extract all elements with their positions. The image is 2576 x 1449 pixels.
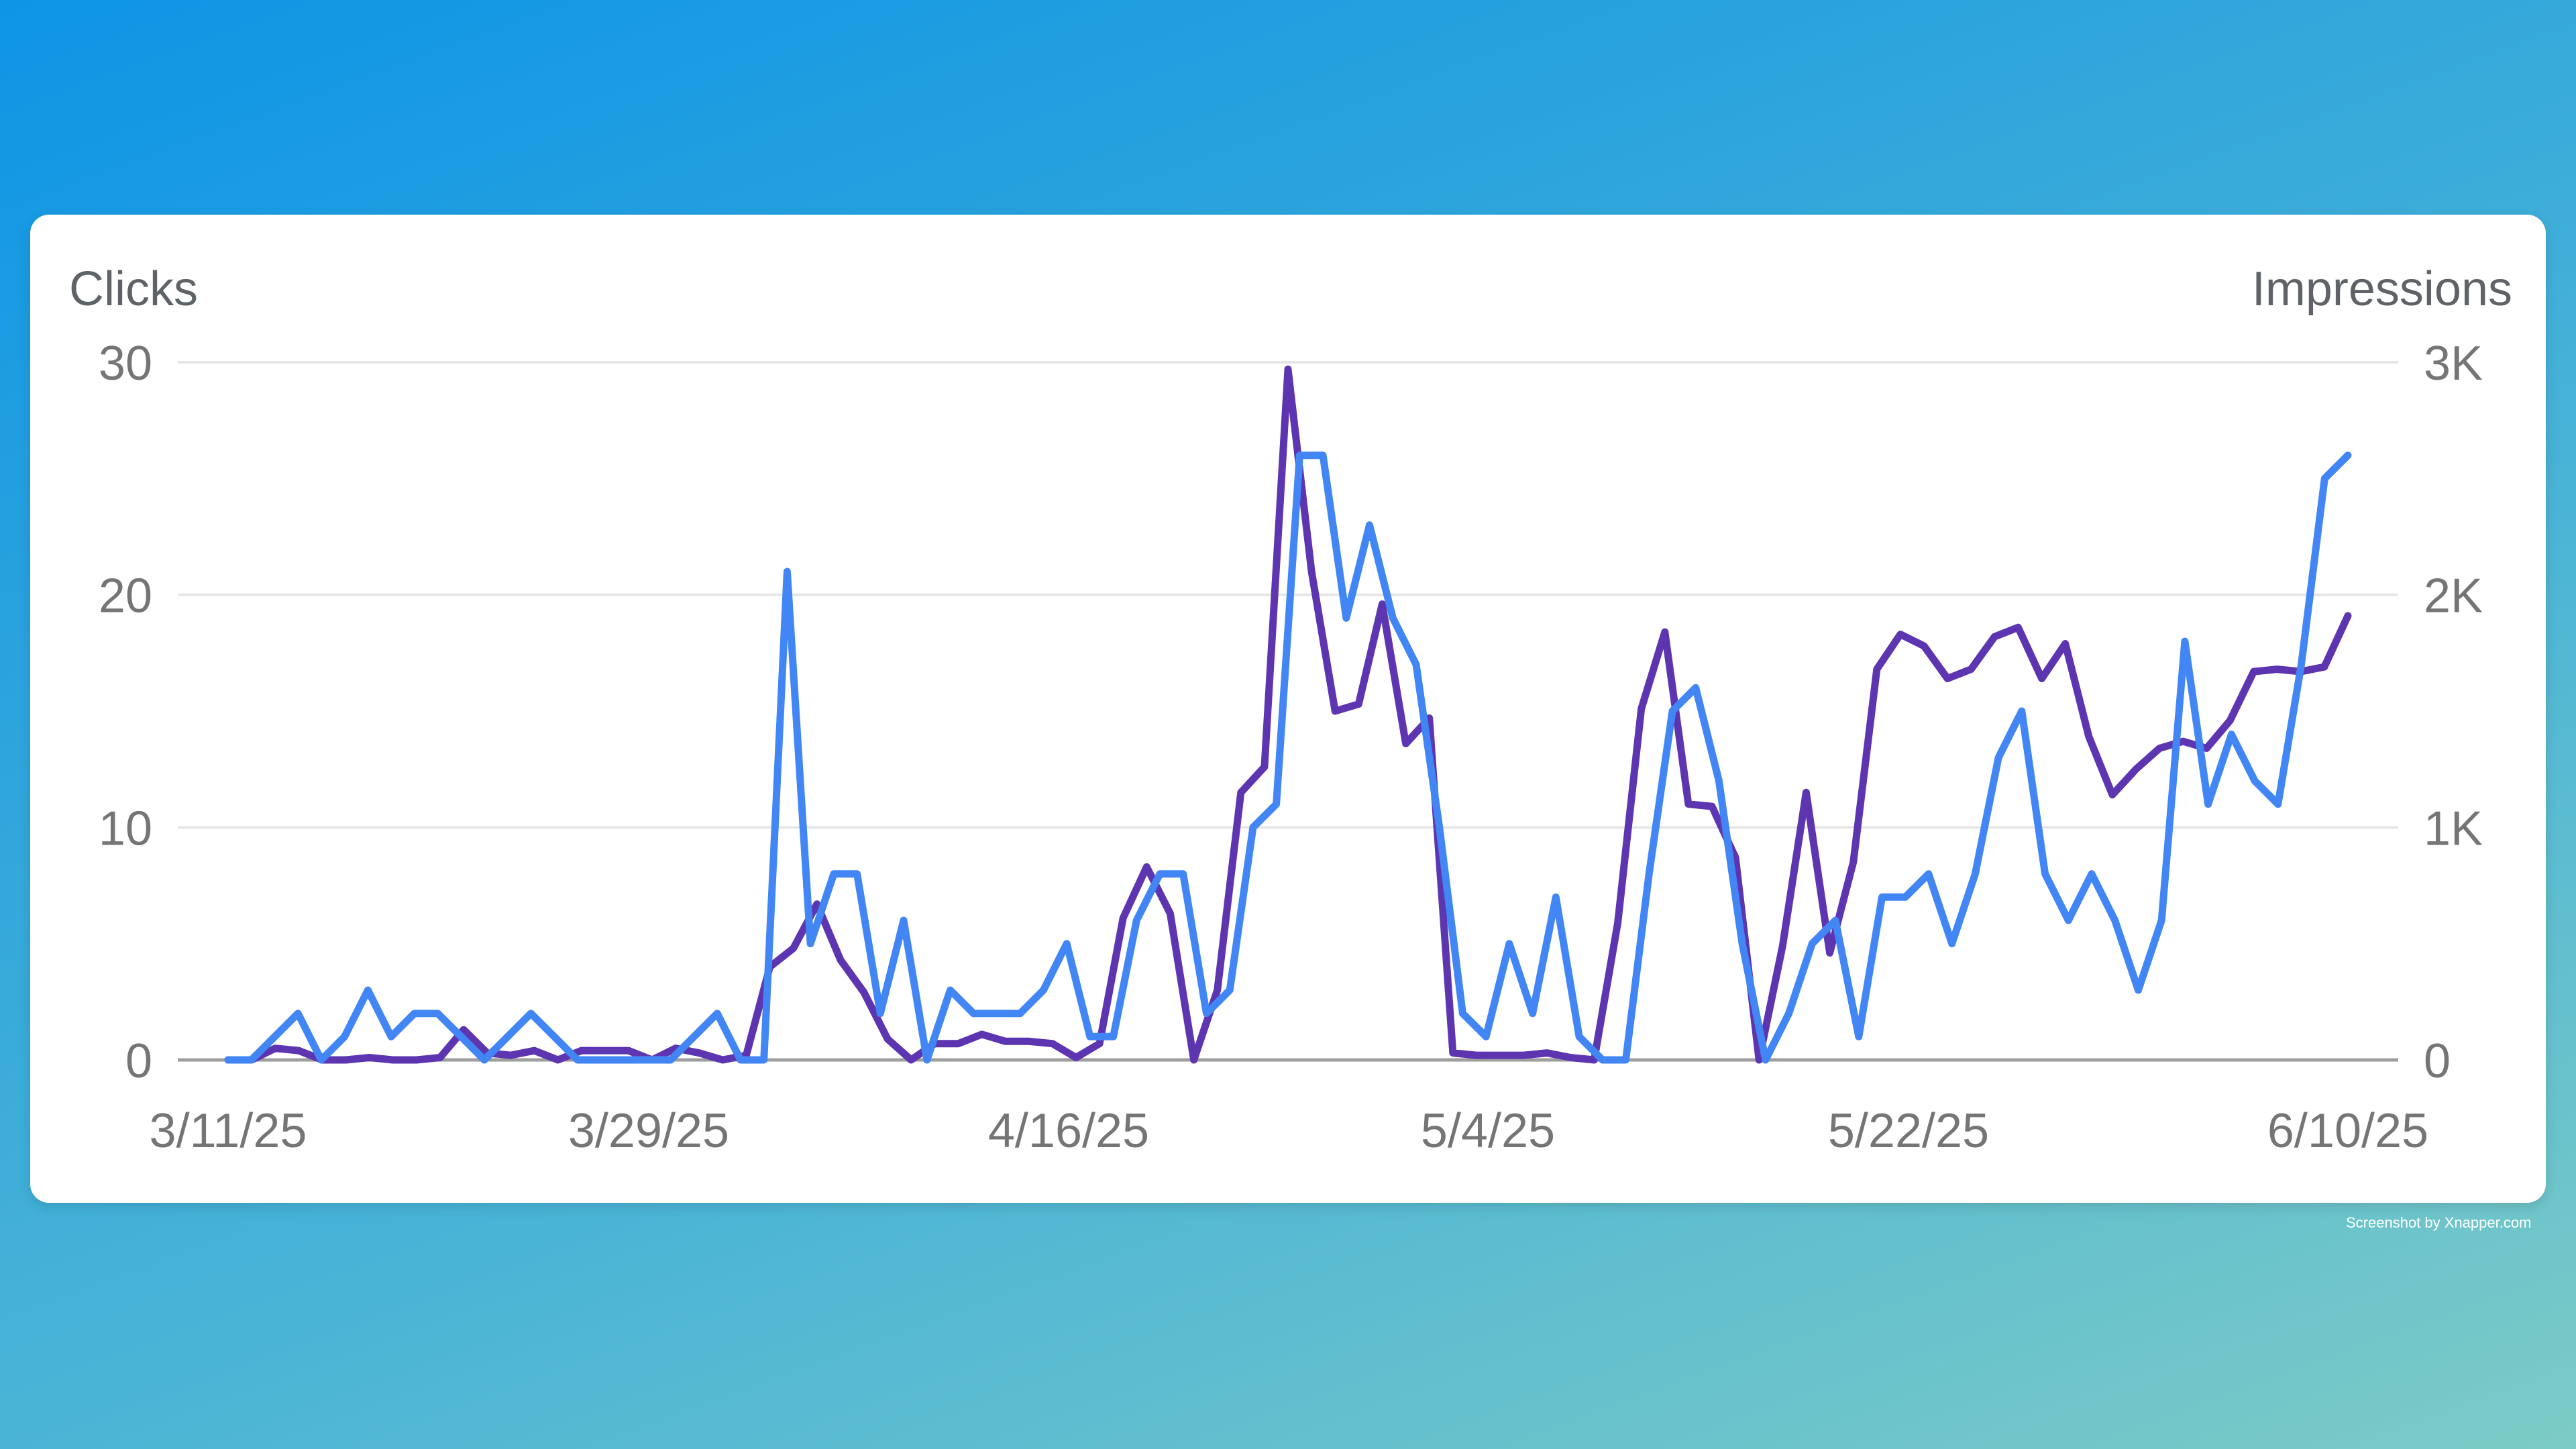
watermark-text: Screenshot by Xnapper.com [2346, 1214, 2532, 1231]
x-tick-label: 3/11/25 [150, 1104, 307, 1158]
y-tick-label-right: 3K [2424, 337, 2483, 390]
right-axis-title: Impressions [2251, 262, 2512, 316]
y-tick-label-right: 2K [2424, 570, 2483, 623]
x-tick-label: 4/16/25 [988, 1104, 1149, 1158]
y-tick-label-right: 1K [2424, 802, 2483, 855]
y-tick-label-right: 0 [2424, 1034, 2451, 1088]
y-tick-label-left: 10 [99, 802, 152, 855]
x-tick-label: 6/10/25 [2267, 1104, 2428, 1158]
clicks-series-line [224, 365, 2352, 1064]
y-tick-label-left: 0 [125, 1034, 152, 1088]
left-axis-title: Clicks [69, 262, 198, 316]
chart-card: 0 10 20 30 0 1K 2K 3K 3/11/25 3/29/25 4/16/25 5/4/2… [30, 215, 2546, 1203]
impressions-series-line [224, 451, 2352, 1064]
x-tick-label: 5/22/25 [1828, 1104, 1989, 1158]
y-tick-label-left: 20 [99, 570, 152, 623]
y-tick-label-left: 30 [99, 337, 152, 390]
x-tick-label: 3/29/25 [568, 1104, 729, 1158]
line-chart: 0 10 20 30 0 1K 2K 3K 3/11/25 3/29/25 4/16/25 5/4/2… [99, 337, 2483, 1158]
x-tick-label: 5/4/25 [1421, 1104, 1555, 1158]
